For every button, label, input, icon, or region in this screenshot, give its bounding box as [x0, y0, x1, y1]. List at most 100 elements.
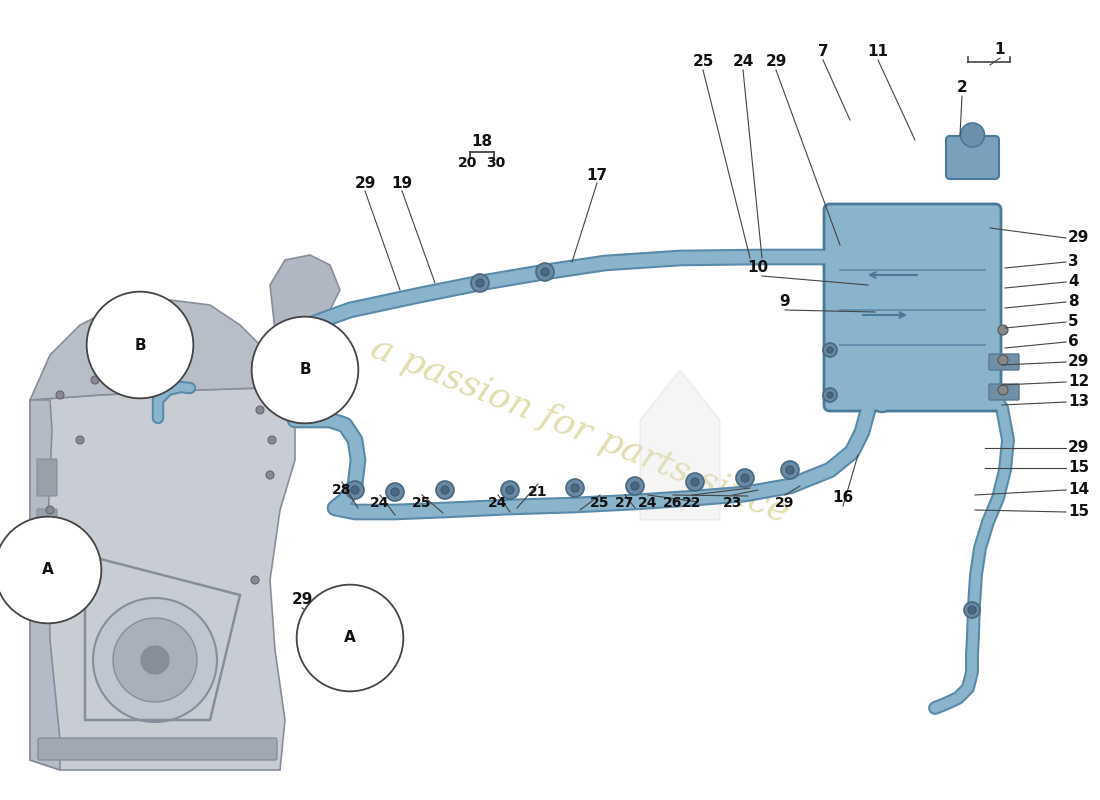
Text: 14: 14: [1068, 482, 1089, 498]
Circle shape: [113, 618, 197, 702]
Circle shape: [968, 606, 976, 614]
Text: 4: 4: [1068, 274, 1079, 290]
Circle shape: [786, 466, 794, 474]
Circle shape: [536, 263, 554, 281]
Circle shape: [471, 274, 490, 292]
Circle shape: [960, 123, 984, 147]
Circle shape: [390, 488, 399, 496]
Polygon shape: [30, 400, 60, 770]
Text: 15: 15: [1068, 461, 1089, 475]
FancyBboxPatch shape: [989, 384, 1019, 400]
Circle shape: [691, 478, 698, 486]
Circle shape: [823, 343, 837, 357]
Text: A: A: [344, 630, 356, 646]
Circle shape: [827, 347, 833, 353]
Text: a passion for parts since: a passion for parts since: [366, 330, 794, 530]
Text: A: A: [42, 562, 54, 578]
FancyBboxPatch shape: [37, 459, 57, 496]
Circle shape: [686, 473, 704, 491]
Circle shape: [571, 484, 579, 492]
Text: 29: 29: [1068, 354, 1089, 370]
Text: 12: 12: [1068, 374, 1089, 390]
Polygon shape: [270, 255, 340, 360]
Text: 11: 11: [868, 45, 889, 59]
Circle shape: [386, 483, 404, 501]
Circle shape: [51, 606, 59, 614]
Circle shape: [436, 481, 454, 499]
Text: 8: 8: [1068, 294, 1079, 310]
Circle shape: [566, 479, 584, 497]
FancyBboxPatch shape: [37, 549, 57, 581]
Circle shape: [506, 486, 514, 494]
Text: 29: 29: [354, 175, 376, 190]
Text: 26: 26: [663, 496, 683, 510]
FancyBboxPatch shape: [989, 354, 1019, 370]
Text: 30: 30: [486, 156, 506, 170]
Circle shape: [500, 481, 519, 499]
Circle shape: [266, 471, 274, 479]
Text: 20: 20: [459, 156, 477, 170]
FancyBboxPatch shape: [39, 738, 277, 760]
Circle shape: [346, 481, 364, 499]
Circle shape: [631, 482, 639, 490]
Text: 6: 6: [1068, 334, 1079, 350]
Text: B: B: [299, 362, 311, 378]
FancyBboxPatch shape: [37, 509, 57, 541]
Circle shape: [827, 392, 833, 398]
Text: 5: 5: [1068, 314, 1079, 330]
Circle shape: [541, 268, 549, 276]
Text: 29: 29: [1068, 441, 1089, 455]
Circle shape: [94, 598, 217, 722]
Text: 9: 9: [780, 294, 790, 310]
Text: 24: 24: [638, 496, 658, 510]
Circle shape: [91, 376, 99, 384]
Circle shape: [268, 436, 276, 444]
Text: 29: 29: [292, 593, 312, 607]
Text: 1: 1: [994, 42, 1005, 58]
Circle shape: [781, 461, 799, 479]
Text: 22: 22: [682, 496, 702, 510]
Text: 24: 24: [733, 54, 754, 70]
Circle shape: [998, 355, 1008, 365]
Text: 21: 21: [528, 485, 548, 499]
Polygon shape: [30, 300, 295, 400]
Text: 25: 25: [692, 54, 714, 70]
Text: 23: 23: [724, 496, 743, 510]
Circle shape: [441, 486, 449, 494]
Text: B: B: [134, 338, 146, 353]
Text: 24: 24: [488, 496, 508, 510]
Text: 16: 16: [833, 490, 854, 506]
Circle shape: [998, 325, 1008, 335]
Circle shape: [256, 406, 264, 414]
Text: 24: 24: [371, 496, 389, 510]
Polygon shape: [30, 388, 295, 770]
Circle shape: [141, 646, 169, 674]
Circle shape: [823, 388, 837, 402]
Text: 29: 29: [776, 496, 794, 510]
Circle shape: [626, 477, 644, 495]
Circle shape: [351, 486, 359, 494]
Circle shape: [76, 436, 84, 444]
Text: 28: 28: [332, 483, 352, 497]
Text: 10: 10: [747, 261, 769, 275]
Circle shape: [56, 391, 64, 399]
Text: 7: 7: [817, 45, 828, 59]
Text: 2: 2: [957, 81, 967, 95]
Text: 19: 19: [392, 175, 412, 190]
Text: 18: 18: [472, 134, 493, 150]
Text: 13: 13: [1068, 394, 1089, 410]
Circle shape: [736, 469, 754, 487]
Circle shape: [46, 506, 54, 514]
Text: 17: 17: [586, 167, 607, 182]
FancyBboxPatch shape: [824, 204, 1001, 411]
Text: 29: 29: [766, 54, 786, 70]
Circle shape: [998, 385, 1008, 395]
Circle shape: [741, 474, 749, 482]
Text: 25: 25: [591, 496, 609, 510]
Text: 15: 15: [1068, 505, 1089, 519]
FancyBboxPatch shape: [946, 136, 999, 179]
Polygon shape: [640, 370, 720, 520]
Text: 3: 3: [1068, 254, 1079, 270]
Text: 29: 29: [1068, 230, 1089, 246]
Text: 25: 25: [412, 496, 431, 510]
